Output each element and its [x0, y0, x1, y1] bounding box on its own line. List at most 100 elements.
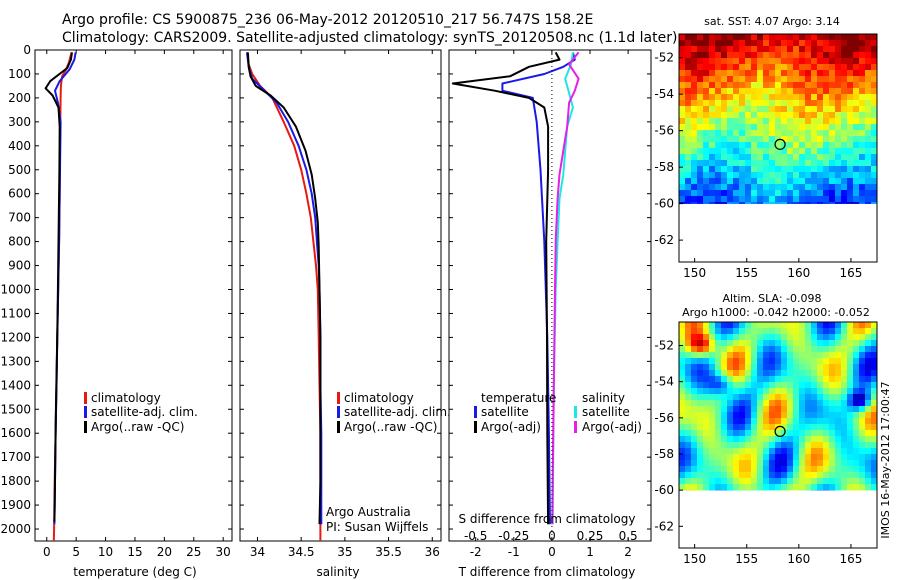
- map1-field-cell: [733, 52, 740, 59]
- map1-field-cell: [715, 202, 722, 204]
- map1-field-cell: [829, 58, 836, 65]
- map2-field-cell: [799, 346, 806, 353]
- map1-field-cell: [793, 46, 800, 53]
- map2-field-cell: [739, 334, 746, 341]
- map2-field-cell: [841, 388, 848, 395]
- panel3-legend-sal-satellite: satellite: [582, 405, 630, 419]
- map2-field-cell: [709, 406, 716, 413]
- map2-field-cell: [721, 424, 728, 431]
- map2-argo-marker: [774, 425, 786, 437]
- map2-field-cell: [751, 358, 758, 365]
- map2-field-cell: [715, 376, 722, 383]
- map1-field-cell: [691, 40, 698, 47]
- map2-field-cell: [739, 406, 746, 413]
- map1-field-cell: [847, 154, 854, 161]
- map1-field-cell: [745, 88, 752, 95]
- salinity-panel: 34 34.5 35 35.5 36: [239, 49, 442, 559]
- map1-field-cell: [799, 64, 806, 71]
- map2-field-cell: [721, 436, 728, 443]
- map1-field-cell: [751, 148, 758, 155]
- map1-field-cell: [739, 160, 746, 167]
- map1-field-cell: [841, 94, 848, 101]
- map2-field-cell: [793, 466, 800, 473]
- map2-field-cell: [805, 364, 812, 371]
- map2-field-cell: [865, 448, 872, 455]
- map2-field-cell: [871, 466, 878, 473]
- map1-field-cell: [691, 190, 698, 197]
- map1-field-cell: [847, 76, 854, 83]
- map1-field-cell: [853, 148, 860, 155]
- map2-field-cell: [835, 328, 842, 335]
- map2-field-cell: [799, 412, 806, 419]
- map1-field-cell: [871, 196, 878, 203]
- map1-field-cell: [871, 46, 878, 53]
- map1-field-cell: [703, 124, 710, 131]
- map1-field-cell: [769, 58, 776, 65]
- map1-field-cell: [715, 160, 722, 167]
- map1-field-cell: [823, 94, 830, 101]
- map1-field-cell: [865, 154, 872, 161]
- map2-field-cell: [751, 334, 758, 341]
- map1-field-cell: [751, 112, 758, 119]
- map2-field-cell: [691, 424, 698, 431]
- map1-field-cell: [823, 76, 830, 83]
- map2-field-cell: [685, 478, 692, 485]
- map1-field-cell: [799, 58, 806, 65]
- map1-field-cell: [865, 34, 872, 41]
- map2-field-cell: [727, 412, 734, 419]
- map2-field-cell: [817, 334, 824, 341]
- map2-field-cell: [859, 364, 866, 371]
- map2-field-cell: [835, 322, 842, 329]
- map1-field-cell: [847, 130, 854, 137]
- map2-field-cell: [733, 322, 740, 329]
- map1-field-cell: [727, 148, 734, 155]
- map2-field-cell: [679, 454, 686, 461]
- map2-field-cell: [733, 352, 740, 359]
- map2-field-cell: [775, 418, 782, 425]
- map2-field-cell: [745, 442, 752, 449]
- map2-field-cell: [793, 382, 800, 389]
- map2-field-cell: [697, 418, 704, 425]
- map1-field-cell: [709, 196, 716, 203]
- map1-field-cell: [817, 178, 824, 185]
- map2-field-cell: [841, 412, 848, 419]
- map1-field-cell: [799, 88, 806, 95]
- map1-field-cell: [781, 160, 788, 167]
- map1-field-cell: [679, 142, 686, 149]
- map1-field-cell: [847, 202, 854, 204]
- map2-field-cell: [817, 322, 824, 329]
- map1-field-cell: [691, 88, 698, 95]
- map2-field-cell: [787, 478, 794, 485]
- map2-field-cell: [775, 484, 782, 491]
- map2-field-cell: [829, 448, 836, 455]
- map2-field-cell: [733, 406, 740, 413]
- map1-field-cell: [799, 142, 806, 149]
- map1-field-cell: [859, 184, 866, 191]
- map2-ytick-label: -60: [654, 483, 674, 497]
- map2-field-cell: [679, 484, 686, 491]
- map1-field-cell: [841, 100, 848, 107]
- map2-field-cell: [703, 424, 710, 431]
- map2-field-cell: [751, 472, 758, 479]
- panel1-legend-swatch-red: [84, 392, 87, 404]
- map2-field-cell: [769, 454, 776, 461]
- map2-field-cell: [823, 412, 830, 419]
- map2-field-cell: [787, 460, 794, 467]
- map2-field-cell: [871, 484, 878, 491]
- map2-field-cell: [847, 430, 854, 437]
- map1-field-cell: [733, 184, 740, 191]
- map2-field-cell: [793, 334, 800, 341]
- map1-field-cell: [685, 202, 692, 204]
- map1-xtick-label: 150: [683, 266, 706, 280]
- map2-field-cell: [769, 370, 776, 377]
- map1-field-cell: [853, 196, 860, 203]
- map1-field-cell: [859, 76, 866, 83]
- map2-field-cell: [685, 418, 692, 425]
- map2-field-cell: [679, 340, 686, 347]
- map2-field-cell: [715, 406, 722, 413]
- map2-field-cell: [823, 448, 830, 455]
- map1-field-cell: [697, 82, 704, 89]
- map2-field-cell: [715, 484, 722, 491]
- map1-field-cell: [685, 52, 692, 59]
- map1-field-cell: [751, 190, 758, 197]
